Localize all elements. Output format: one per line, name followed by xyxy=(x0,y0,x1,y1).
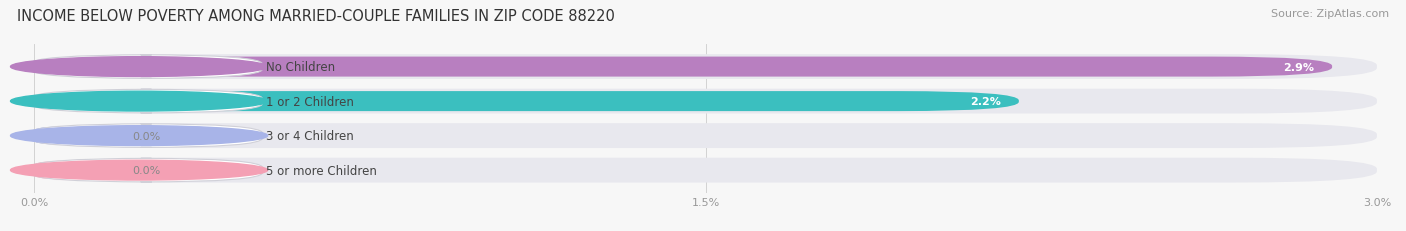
Text: 2.2%: 2.2% xyxy=(970,97,1001,107)
Text: 3 or 4 Children: 3 or 4 Children xyxy=(266,130,353,143)
FancyBboxPatch shape xyxy=(34,124,1376,148)
FancyBboxPatch shape xyxy=(30,55,263,79)
Text: INCOME BELOW POVERTY AMONG MARRIED-COUPLE FAMILIES IN ZIP CODE 88220: INCOME BELOW POVERTY AMONG MARRIED-COUPL… xyxy=(17,9,614,24)
FancyBboxPatch shape xyxy=(34,89,1376,114)
FancyBboxPatch shape xyxy=(34,55,1376,80)
FancyBboxPatch shape xyxy=(34,57,1331,77)
FancyBboxPatch shape xyxy=(34,158,1376,183)
FancyBboxPatch shape xyxy=(30,159,263,182)
Text: 5 or more Children: 5 or more Children xyxy=(266,164,377,177)
FancyBboxPatch shape xyxy=(34,92,1019,112)
Circle shape xyxy=(10,126,267,146)
Text: 1 or 2 Children: 1 or 2 Children xyxy=(266,95,353,108)
Circle shape xyxy=(10,92,267,112)
Circle shape xyxy=(10,161,267,180)
Circle shape xyxy=(10,58,267,77)
FancyBboxPatch shape xyxy=(30,90,263,113)
Text: 2.9%: 2.9% xyxy=(1284,62,1315,72)
FancyBboxPatch shape xyxy=(34,126,115,146)
Text: No Children: No Children xyxy=(266,61,335,74)
Text: Source: ZipAtlas.com: Source: ZipAtlas.com xyxy=(1271,9,1389,19)
FancyBboxPatch shape xyxy=(34,160,115,180)
FancyBboxPatch shape xyxy=(30,124,263,148)
Text: 0.0%: 0.0% xyxy=(132,131,162,141)
Text: 0.0%: 0.0% xyxy=(132,165,162,175)
